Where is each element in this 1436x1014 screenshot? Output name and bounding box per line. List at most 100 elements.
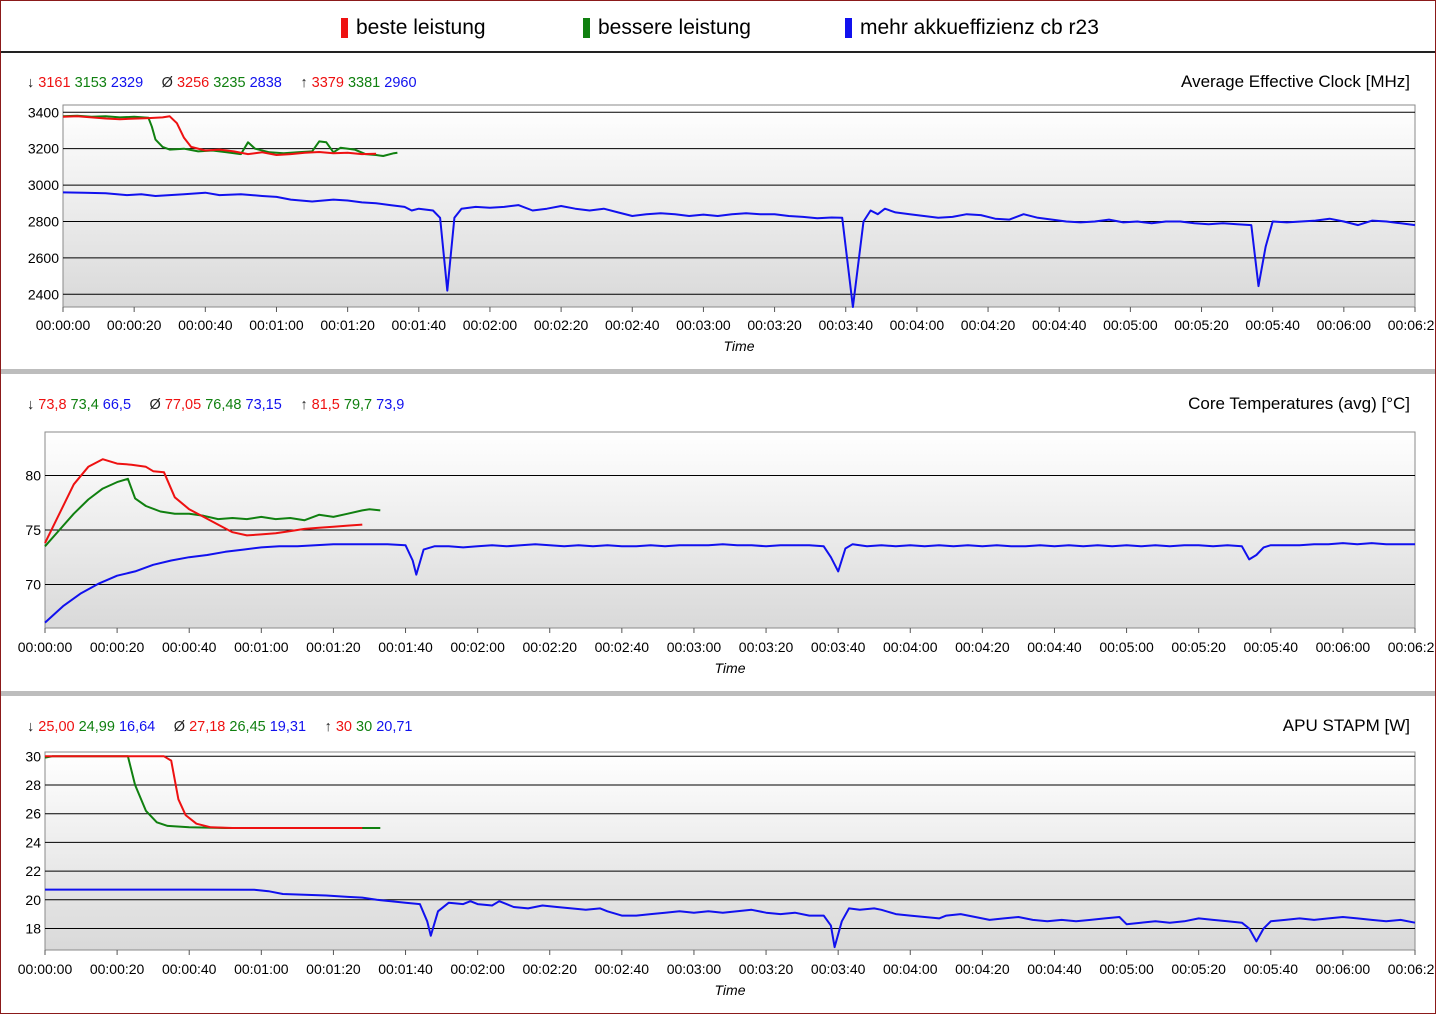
x-tick-label: 00:00:40 xyxy=(178,317,233,333)
stats-avg-value: 2838 xyxy=(250,75,282,91)
stats-max-value: 2960 xyxy=(384,75,416,91)
stats-min-symbol: ↓ xyxy=(27,75,38,91)
x-tick-label: 00:05:00 xyxy=(1103,317,1158,333)
y-tick-label: 75 xyxy=(25,522,41,538)
stats-min-value: 16,64 xyxy=(119,719,155,735)
plot-area xyxy=(62,104,1416,308)
stats-max-symbol: ↑ xyxy=(306,719,336,735)
stats-min-value: 3161 xyxy=(38,75,74,91)
stats-avg-value: 77,05 xyxy=(165,397,205,413)
chart-title: Average Effective Clock [MHz] xyxy=(1181,72,1410,91)
x-tick-label: 00:06:20 xyxy=(1388,961,1435,977)
x-tick-label: 00:02:00 xyxy=(450,639,505,655)
x-tick-label: 00:03:20 xyxy=(747,317,802,333)
x-tick-label: 00:00:40 xyxy=(162,639,217,655)
stats-avg-symbol: Ø xyxy=(131,397,165,413)
x-axis-label: Time xyxy=(715,660,746,676)
legend-item-mehr-akkueffizienz[interactable]: mehr akkueffizienz cb r23 xyxy=(845,15,1099,41)
stats-max-value: 20,71 xyxy=(376,719,412,735)
stats-min-value: 66,5 xyxy=(103,397,131,413)
stats-avg-value: 19,31 xyxy=(270,719,306,735)
x-tick-label: 00:03:40 xyxy=(811,961,866,977)
legend-label: beste leistung xyxy=(356,16,486,39)
stats-line: ↓ 25,00 24,99 16,64 Ø 27,18 26,45 19,31 … xyxy=(27,719,412,735)
x-tick-label: 00:02:40 xyxy=(595,961,650,977)
x-tick-label: 00:03:20 xyxy=(739,639,794,655)
stats-avg-value: 3256 xyxy=(177,75,213,91)
chart-title: Core Temperatures (avg) [°C] xyxy=(1188,394,1410,413)
x-tick-label: 00:05:00 xyxy=(1099,639,1154,655)
legend-label: bessere leistung xyxy=(598,16,751,39)
stats-max-value: 30 xyxy=(356,719,376,735)
stats-min-symbol: ↓ xyxy=(27,719,38,735)
x-tick-label: 00:05:20 xyxy=(1171,639,1226,655)
stats-max-symbol: ↑ xyxy=(282,397,312,413)
x-tick-label: 00:00:00 xyxy=(18,961,73,977)
x-tick-label: 00:04:20 xyxy=(955,961,1010,977)
x-tick-label: 00:02:40 xyxy=(595,639,650,655)
series-line-akkueffizienz xyxy=(44,542,1415,624)
x-tick-label: 00:03:40 xyxy=(818,317,873,333)
stats-max-value: 3381 xyxy=(348,75,384,91)
x-tick-label: 00:03:00 xyxy=(667,961,722,977)
legend-swatch-red xyxy=(341,18,348,38)
x-tick-label: 00:02:20 xyxy=(522,961,577,977)
x-tick-label: 00:05:40 xyxy=(1244,639,1299,655)
series-line-beste-leistung xyxy=(44,458,363,544)
legend-item-beste-leistung[interactable]: beste leistung xyxy=(341,15,486,41)
x-tick-label: 00:00:40 xyxy=(162,961,217,977)
x-tick-label: 00:03:00 xyxy=(667,639,722,655)
x-tick-label: 00:04:00 xyxy=(890,317,945,333)
stats-line: ↓ 73,8 73,4 66,5 Ø 77,05 76,48 73,15 ↑ 8… xyxy=(27,397,404,413)
x-tick-label: 00:02:20 xyxy=(534,317,589,333)
x-tick-label: 00:02:00 xyxy=(463,317,518,333)
y-tick-label: 3400 xyxy=(28,104,59,120)
series-line-akkueffizienz xyxy=(62,191,1416,308)
stats-avg-symbol: Ø xyxy=(155,719,189,735)
x-tick-label: 00:06:00 xyxy=(1316,961,1371,977)
panel-separator xyxy=(1,369,1435,374)
x-tick-label: 00:04:00 xyxy=(883,639,938,655)
x-tick-label: 00:04:20 xyxy=(961,317,1016,333)
x-tick-label: 00:01:40 xyxy=(378,639,433,655)
x-tick-label: 00:01:00 xyxy=(234,639,289,655)
x-tick-label: 00:04:40 xyxy=(1027,961,1082,977)
x-tick-label: 00:01:40 xyxy=(392,317,447,333)
legend-label: mehr akkueffizienz cb r23 xyxy=(860,16,1099,39)
legend: beste leistung bessere leistung mehr akk… xyxy=(1,1,1435,53)
legend-item-bessere-leistung[interactable]: bessere leistung xyxy=(583,15,751,41)
stats-max-value: 79,7 xyxy=(344,397,376,413)
legend-swatch-green xyxy=(583,18,590,38)
y-tick-label: 80 xyxy=(25,468,41,484)
x-tick-label: 00:01:00 xyxy=(249,317,304,333)
x-tick-label: 00:02:20 xyxy=(522,639,577,655)
stats-min-value: 2329 xyxy=(111,75,143,91)
stats-min-value: 73,4 xyxy=(71,397,103,413)
stats-avg-value: 26,45 xyxy=(229,719,269,735)
x-tick-label: 00:01:20 xyxy=(320,317,375,333)
x-tick-label: 00:00:20 xyxy=(90,961,145,977)
y-tick-label: 2600 xyxy=(28,250,59,266)
x-tick-label: 00:03:20 xyxy=(739,961,794,977)
stats-avg-value: 3235 xyxy=(213,75,249,91)
stats-line: ↓ 3161 3153 2329 Ø 3256 3235 2838 ↑ 3379… xyxy=(27,75,417,91)
y-tick-label: 3200 xyxy=(28,141,59,157)
x-tick-label: 00:05:20 xyxy=(1171,961,1226,977)
series-line-akkueffizienz xyxy=(45,888,1416,949)
y-tick-label: 24 xyxy=(25,834,41,850)
panel-separator xyxy=(1,691,1435,696)
x-tick-label: 00:02:40 xyxy=(605,317,660,333)
x-tick-label: 00:05:00 xyxy=(1099,961,1154,977)
series-line-bessere-leistung xyxy=(44,477,381,547)
x-tick-label: 00:04:20 xyxy=(955,639,1010,655)
y-tick-label: 20 xyxy=(25,892,41,908)
x-tick-label: 00:05:40 xyxy=(1245,317,1300,333)
x-tick-label: 00:02:00 xyxy=(450,961,505,977)
y-tick-label: 2800 xyxy=(28,213,59,229)
y-tick-label: 22 xyxy=(25,863,41,879)
y-tick-label: 3000 xyxy=(28,177,59,193)
x-tick-label: 00:01:40 xyxy=(378,961,433,977)
x-tick-label: 00:00:20 xyxy=(90,639,145,655)
